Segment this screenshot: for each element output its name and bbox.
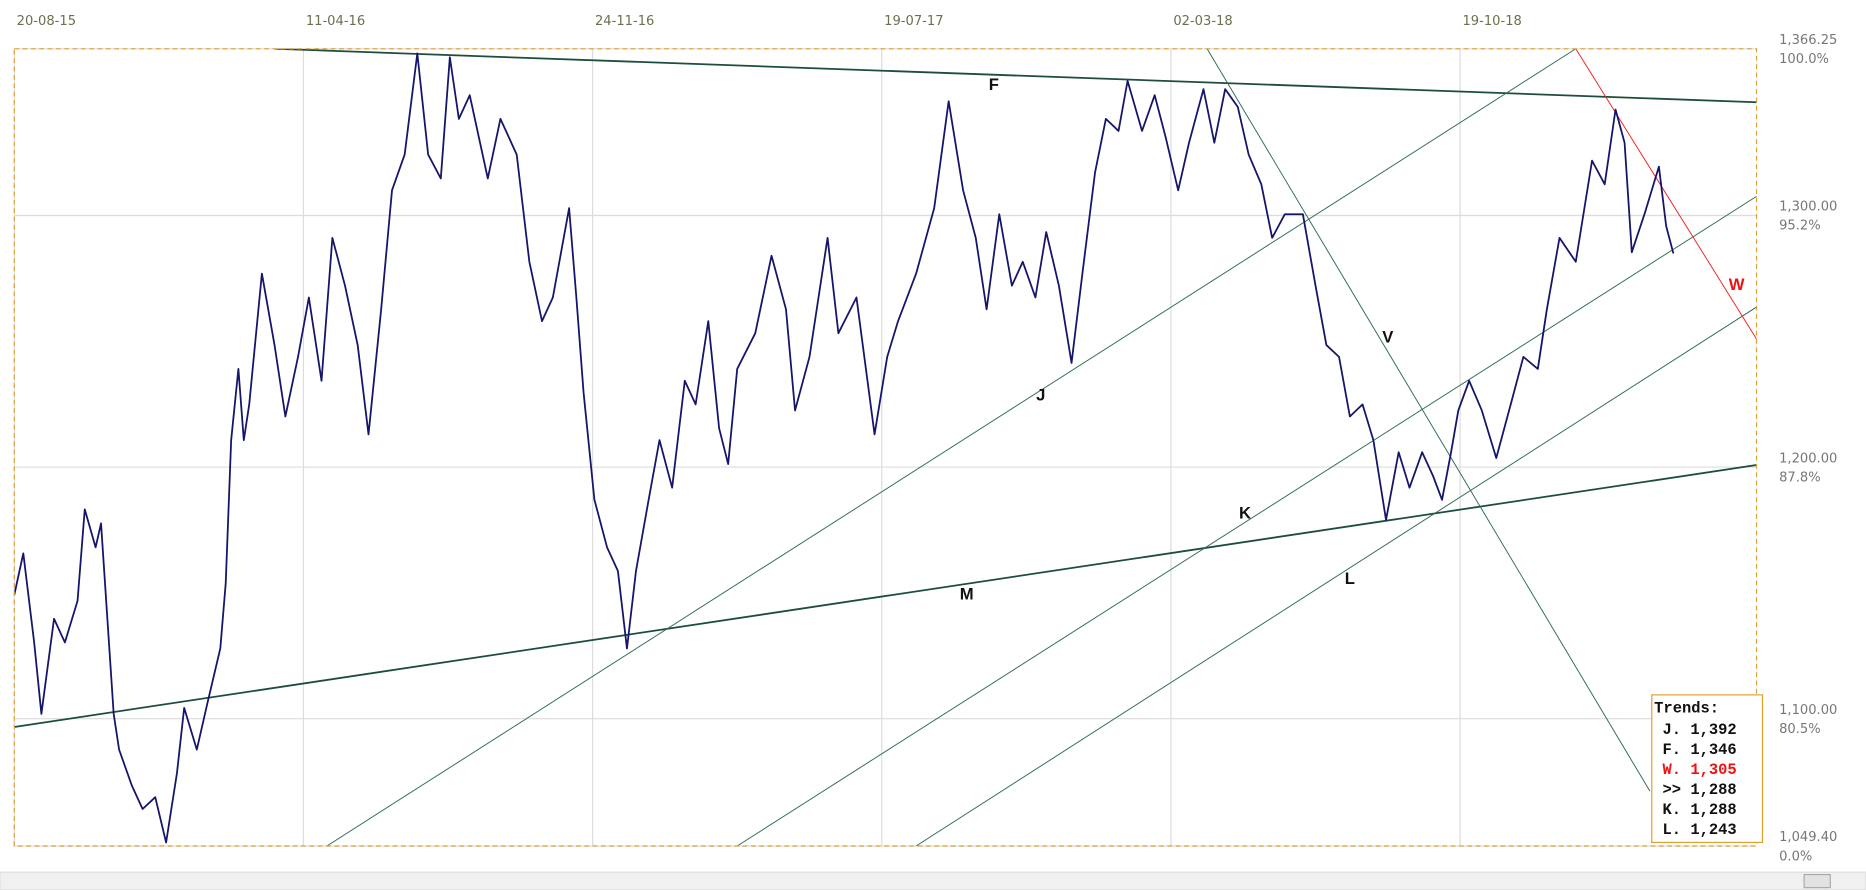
trends-row: L. 1,243 [1663, 821, 1737, 839]
trend-label: V [1382, 327, 1393, 346]
trends-row: J. 1,392 [1663, 721, 1737, 739]
labels: 20-08-15 11-04-16 24-11-16 19-07-17 02-03-18… [17, 14, 1838, 864]
trend-label: W [1729, 275, 1745, 294]
trends-box [1651, 694, 1764, 844]
trend-label: J [1036, 386, 1045, 405]
x-tick-label: 19-07-17 [884, 14, 943, 29]
plot [14, 48, 1757, 846]
scrollbar[interactable] [0, 871, 1866, 890]
scroll-handle[interactable] [1803, 873, 1831, 889]
y-tick-percent: 100.0% [1779, 52, 1829, 67]
trends-row: W. 1,305 [1663, 761, 1737, 779]
y-tick-percent: 87.8% [1779, 470, 1821, 485]
trends-title: Trends: [1654, 700, 1719, 718]
x-tick-label: 19-10-18 [1462, 14, 1521, 29]
y-tick-percent: 95.2% [1779, 219, 1821, 234]
y-tick-percent: 80.5% [1779, 722, 1821, 737]
trend-label: M [960, 584, 974, 603]
x-tick-label: 02-03-18 [1173, 14, 1232, 29]
trend-line [14, 464, 1757, 728]
trend-line [1206, 48, 1651, 792]
trend-line [274, 48, 1757, 104]
price-line [14, 52, 1675, 844]
trend-label: L [1345, 569, 1355, 588]
x-tick-label: 24-11-16 [595, 14, 654, 29]
trends-row: >> 1,288 [1663, 781, 1737, 799]
trend-label: K [1239, 503, 1251, 522]
y-tick-percent: 0.0% [1779, 849, 1812, 864]
trend-label: F [989, 75, 999, 94]
trends-row: F. 1,346 [1663, 741, 1737, 759]
trends-list: Trends: J. 1,392 F. 1,346 W. 1,305 >> 1,288 K… [1654, 700, 1737, 839]
y-tick-label: 1,300.00 [1779, 200, 1837, 215]
y-tick-label: 1,049.40 [1779, 830, 1837, 845]
trend-line [915, 306, 1757, 846]
trend-line [736, 195, 1757, 846]
x-tick-label: 20-08-15 [17, 14, 76, 29]
trend-line [1575, 48, 1757, 340]
y-tick-label: 1,200.00 [1779, 451, 1837, 466]
plot-border [13, 48, 1758, 847]
y-tick-label: 1,366.25 [1779, 33, 1837, 48]
x-tick-label: 11-04-16 [306, 14, 365, 29]
y-tick-label: 1,100.00 [1779, 703, 1837, 718]
trend-line [326, 48, 1577, 846]
trends-row: K. 1,288 [1663, 801, 1737, 819]
